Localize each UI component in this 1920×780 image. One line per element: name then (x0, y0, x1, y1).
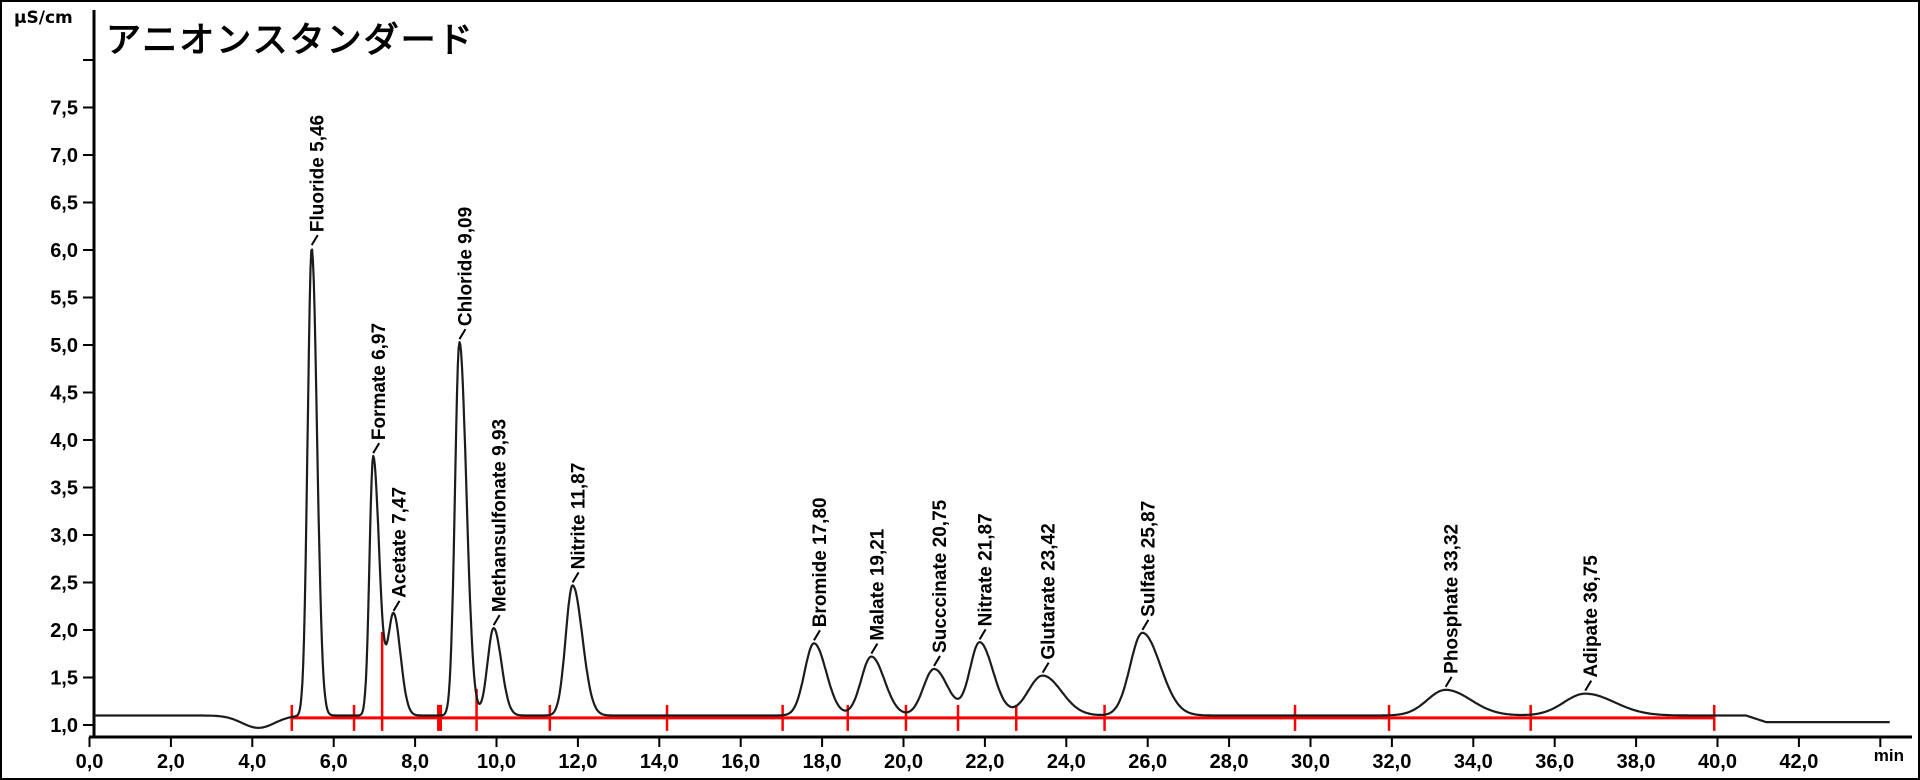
peak-label-adipate: Adipate 36,75 (1581, 555, 1602, 678)
y-tick-label: 2,0 (50, 620, 78, 642)
axes: 1,0 1,5 2,0 2,5 3,0 3,5 4,0 4,5 5,0 5,5 6,0 6,5 7,0 7… (50, 10, 1912, 773)
y-axis-unit-label: µS/cm (14, 8, 73, 28)
x-tick-label: 26,0 (1128, 751, 1167, 773)
peak-label-methansulfonate: Methansulfonate 9,93 (490, 419, 511, 612)
y-tick-label: 6,0 (50, 240, 78, 262)
peak-leader-acetate (392, 600, 401, 612)
chart-title: アニオンスタンダード (106, 21, 475, 61)
peak-leader-nitrite (571, 571, 580, 583)
peak-label-nitrite: Nitrite 11,87 (569, 463, 590, 570)
y-tick-label: 5,5 (50, 288, 78, 310)
y-tick-label: 7,0 (50, 145, 78, 167)
peak-leader-fluoride (310, 234, 319, 246)
x-tick-label: 0,0 (76, 751, 104, 773)
x-tick-label: 38,0 (1617, 751, 1656, 773)
peak-leader-formate (372, 442, 381, 454)
x-tick-label: 20,0 (884, 751, 923, 773)
x-tick-label: 14,0 (640, 751, 679, 773)
x-axis-unit-label: min (1873, 746, 1904, 765)
peak-leader-bromide (813, 629, 821, 641)
signal-trace (93, 248, 1890, 729)
x-tick-label: 24,0 (1047, 751, 1086, 773)
x-tick-label: 12,0 (558, 751, 597, 773)
x-tick-label: 36,0 (1535, 751, 1574, 773)
y-tick-label: 1,0 (50, 715, 78, 737)
x-tick-label: 42,0 (1779, 751, 1818, 773)
x-tick-label: 30,0 (1291, 751, 1330, 773)
x-tick-label: 22,0 (965, 751, 1004, 773)
y-tick-label: 5,0 (50, 335, 78, 357)
peak-leader-sulfate (1141, 619, 1150, 631)
y-tick-label: 4,0 (50, 430, 78, 452)
peak-label-formate: Formate 6,97 (369, 323, 390, 440)
peak-leader-phosphate (1444, 676, 1453, 688)
y-tick-label: 7,5 (50, 98, 78, 120)
x-tick-label: 10,0 (477, 751, 516, 773)
integration-marks (290, 631, 1716, 731)
x-tick-label: 18,0 (803, 751, 842, 773)
y-tick-label: 3,5 (50, 478, 78, 500)
y-tick-label: 2,5 (50, 573, 78, 595)
peak-leader-adipate (1584, 680, 1593, 692)
x-tick-label: 40,0 (1698, 751, 1737, 773)
peak-leader-malate (870, 643, 879, 655)
peak-label-fluoride: Fluoride 5,46 (308, 115, 329, 232)
x-tick-label: 8,0 (401, 751, 429, 773)
peak-label-malate: Malate 19,21 (867, 528, 888, 640)
x-tick-label: 2,0 (157, 751, 185, 773)
peak-leader-succcinate (933, 655, 941, 667)
peak-label-nitrate: Nitrate 21,87 (976, 513, 997, 626)
peak-label-chloride: Chloride 9,09 (455, 207, 476, 326)
y-tick-label: 6,5 (50, 193, 78, 215)
peak-label-succcinate: Succcinate 20,75 (930, 499, 951, 653)
x-tick-label: 32,0 (1372, 751, 1411, 773)
x-tick-label: 4,0 (238, 751, 266, 773)
y-tick-label: 1,5 (50, 668, 78, 690)
y-tick-label: 3,0 (50, 525, 78, 547)
peak-label-acetate: Acetate 7,47 (390, 487, 411, 598)
x-tick-label: 34,0 (1454, 751, 1493, 773)
conductivity-signal (93, 248, 1890, 729)
peak-label-sulfate: Sulfate 25,87 (1138, 501, 1159, 617)
y-tick-label: 4,5 (50, 383, 78, 405)
peak-leader-chloride (458, 328, 467, 340)
peak-leader-glutarate (1041, 662, 1050, 674)
peak-label-glutarate: Glutarate 23,42 (1039, 523, 1060, 659)
peak-leader-nitrate (978, 628, 987, 640)
peak-label-bromide: Bromide 17,80 (810, 497, 831, 627)
x-tick-label: 28,0 (1210, 751, 1249, 773)
peak-labels: Fluoride 5,46 Formate 6,97 Acetate 7,47 Chl… (308, 115, 1602, 692)
peak-label-phosphate: Phosphate 33,32 (1442, 524, 1463, 674)
peak-leader-methansulfonate (492, 614, 501, 626)
x-tick-label: 6,0 (320, 751, 348, 773)
x-tick-label: 16,0 (721, 751, 760, 773)
